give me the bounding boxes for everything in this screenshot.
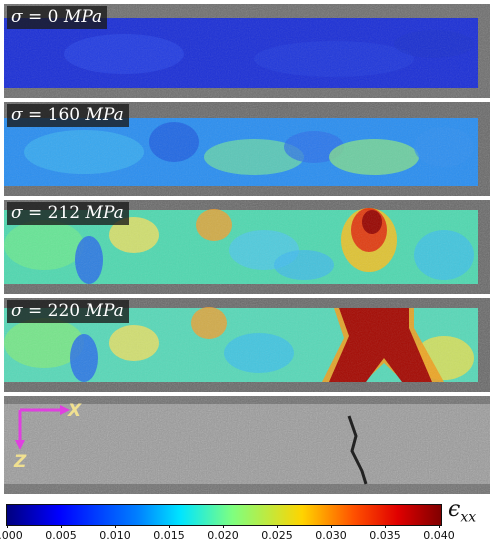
colorbar-tick-label: 0.030 [315,529,347,542]
colorbar-tick-label: 0.000 [0,529,23,542]
stress-value: 160 [47,105,81,125]
axis-arrows [15,405,70,450]
stress-value: 212 [47,203,81,223]
x-axis-label: X [68,401,82,421]
equals-sign: = [28,203,43,223]
colorbar-label: ϵxx [448,498,476,529]
strain-panel-160mpa: σ = 160 MPa [4,102,490,196]
strain-panel-220mpa: σ = 220 MPa [4,298,490,392]
strain-map-220mpa [4,298,490,392]
colorbar-tick-mark [385,525,386,528]
colorbar-tick-label: 0.025 [261,529,293,542]
colorbar-tick-mark [277,525,278,528]
z-axis-label: Z [14,452,27,472]
stress-unit: MPa [85,105,124,125]
sigma-symbol: σ [11,105,23,125]
colorbar-tick-mark [439,525,440,528]
epsilon-subscript: xx [460,509,477,526]
stress-unit: MPa [63,7,103,27]
strain-map-0mpa [4,4,490,98]
sigma-symbol: σ [11,7,23,27]
strain-panel-0mpa: σ = 0 MPa [4,4,490,98]
colorbar-tick-mark [223,525,224,528]
colorbar-tick-mark [115,525,116,528]
sigma-symbol: σ [11,203,23,223]
equals-sign: = [28,301,43,321]
colorbar-tick-label: 0.015 [153,529,185,542]
stress-unit: MPa [85,301,124,321]
colorbar-tick-mark [7,525,8,528]
strain-colorbar [6,504,442,526]
colorbar-tick-mark [331,525,332,528]
stress-label-212mpa: σ = 212 MPa [7,202,129,225]
colorbar-tick-label: 0.005 [45,529,77,542]
stress-value: 220 [47,301,81,321]
colorbar-tick-label: 0.010 [99,529,131,542]
surface-image-panel [4,396,490,494]
colorbar-tick-mark [61,525,62,528]
colorbar-tick-label: 0.035 [369,529,401,542]
stress-value: 0 [47,7,59,27]
strain-panel-212mpa: σ = 212 MPa [4,200,490,294]
epsilon-symbol: ϵ [448,497,461,522]
equals-sign: = [28,7,43,27]
stress-label-220mpa: σ = 220 MPa [7,300,129,323]
specimen-surface-photo [4,396,490,494]
sigma-symbol: σ [11,301,23,321]
equals-sign: = [28,105,43,125]
stress-label-0mpa: σ = 0 MPa [7,6,108,29]
colorbar-tick-label: 0.040 [423,529,455,542]
stress-unit: MPa [85,203,124,223]
colorbar-tick-mark [169,525,170,528]
stress-label-160mpa: σ = 160 MPa [7,104,129,127]
colorbar-tick-label: 0.020 [207,529,239,542]
